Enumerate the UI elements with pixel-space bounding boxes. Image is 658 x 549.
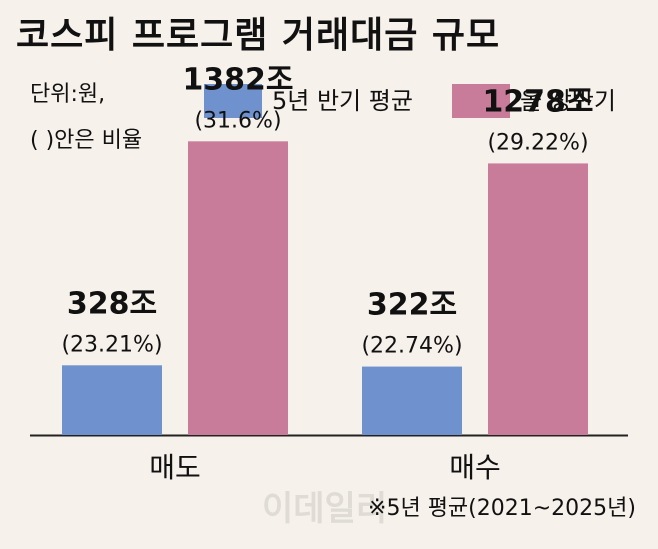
value-label-buy-avg: 322조 (367, 288, 457, 323)
legend-label-this-half: 올 상반기 (520, 87, 616, 115)
legend-label-avg: 5년 반기 평균 (272, 87, 413, 115)
value-label-sell-this-half: 1382조 (182, 62, 293, 97)
ratio-label-sell-avg: (23.21%) (61, 332, 162, 357)
bar-buy-this-half (488, 163, 588, 436)
value-label-sell-avg: 328조 (67, 286, 157, 321)
ratio-label-buy-this-half: (29.22%) (487, 130, 588, 155)
legend-swatch-avg (204, 84, 262, 118)
ratio-label-buy-avg: (22.74%) (361, 334, 462, 359)
ratio-label-sell-this-half: (31.6%) (194, 108, 281, 133)
chart-title: 코스피 프로그램 거래대금 규모 (16, 15, 501, 56)
legend-item-this-half: 올 상반기 (452, 84, 616, 118)
legend-swatch-this-half (452, 84, 510, 118)
unit-note: 단위:원, (30, 82, 106, 107)
category-label-buy: 매수 (449, 451, 501, 484)
value-label-buy-this-half: 1278조 (482, 84, 593, 119)
bar-buy-avg (362, 366, 462, 435)
legend-item-avg: 5년 반기 평균 (204, 84, 413, 118)
footnote: ※5년 평균(2021~2025년) (368, 496, 636, 521)
bar-sell-avg (62, 365, 162, 435)
bar-sell-this-half (188, 141, 288, 435)
ratio-note: ( )안은 비율 (30, 128, 143, 153)
category-label-sell: 매도 (149, 451, 201, 484)
